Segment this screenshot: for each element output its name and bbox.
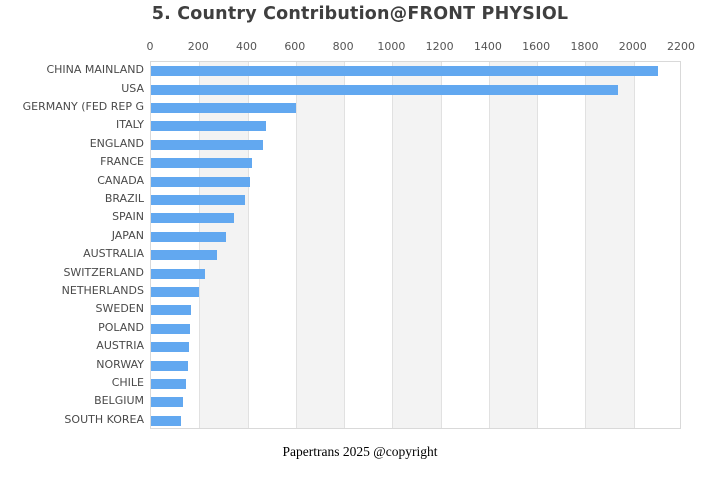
gridline xyxy=(295,62,297,428)
gridline xyxy=(440,62,442,428)
chart-title: 5. Country Contribution@FRONT PHYSIOL xyxy=(151,4,569,24)
bar xyxy=(151,360,188,371)
category-label: NORWAY xyxy=(96,357,144,371)
bar xyxy=(151,139,264,150)
bar xyxy=(151,250,217,261)
background-band xyxy=(392,62,441,428)
footer-text: Papertrans 2025 @copyright xyxy=(282,444,438,459)
gridline xyxy=(247,62,249,428)
category-label: NETHERLANDS xyxy=(61,284,144,297)
gridline xyxy=(344,62,346,428)
bar xyxy=(151,287,199,297)
category-label: CHINA MAINLAND xyxy=(46,63,144,77)
background-band xyxy=(488,62,538,428)
background-band xyxy=(199,62,248,428)
category-label: JAPAN xyxy=(111,228,144,242)
bar xyxy=(151,397,183,408)
bar xyxy=(151,415,181,426)
bar xyxy=(151,195,246,205)
background-band xyxy=(295,62,345,428)
category-label: ITALY xyxy=(115,118,144,132)
bar xyxy=(151,379,186,389)
x-tick-label: 1800 xyxy=(570,40,599,53)
category-label: BRAZIL xyxy=(104,192,144,205)
category-label: SPAIN xyxy=(112,210,144,224)
gridline xyxy=(392,62,394,428)
gridline xyxy=(633,62,635,428)
bar xyxy=(151,158,253,169)
bar xyxy=(151,305,191,316)
x-tick-label: 600 xyxy=(284,40,306,53)
x-tick-label: 400 xyxy=(236,40,258,53)
category-label: GERMANY (FED REP G xyxy=(22,100,144,113)
gridline xyxy=(488,62,490,428)
category-label: BELGIUM xyxy=(94,394,144,408)
bar xyxy=(151,176,250,187)
bar xyxy=(151,268,205,279)
bar xyxy=(151,213,235,224)
category-label: SOUTH KOREA xyxy=(64,412,144,426)
category-label: POLAND xyxy=(98,320,144,334)
gridline xyxy=(537,62,539,428)
category-label: CANADA xyxy=(97,173,144,187)
category-label: USA xyxy=(121,81,144,95)
gridline xyxy=(585,62,587,428)
x-tick-label: 1000 xyxy=(377,40,406,53)
bar xyxy=(151,342,189,353)
bar xyxy=(151,103,296,113)
category-label: AUSTRIA xyxy=(96,339,144,353)
bar xyxy=(151,121,266,132)
x-tick-label: 1400 xyxy=(473,40,502,53)
category-label: SWITZERLAND xyxy=(63,265,144,279)
category-label: SWEDEN xyxy=(95,302,144,316)
x-tick-label: 2000 xyxy=(618,40,647,53)
x-tick-label: 1600 xyxy=(522,40,551,53)
x-tick-label: 800 xyxy=(332,40,354,53)
gridline xyxy=(199,62,201,428)
x-tick-label: 2200 xyxy=(667,40,695,53)
category-label: CHILE xyxy=(111,376,144,389)
bar xyxy=(151,323,190,334)
plot-area xyxy=(150,61,681,429)
category-label: AUSTRALIA xyxy=(83,247,144,261)
x-tick-label: 1200 xyxy=(425,40,454,53)
background-band xyxy=(585,62,634,428)
bar xyxy=(151,84,619,95)
x-tick-label: 200 xyxy=(187,40,209,53)
category-label: ENGLAND xyxy=(89,136,144,150)
bar xyxy=(151,66,658,77)
bar xyxy=(151,231,226,242)
x-tick-label: 0 xyxy=(146,40,154,53)
category-label: FRANCE xyxy=(100,155,144,169)
